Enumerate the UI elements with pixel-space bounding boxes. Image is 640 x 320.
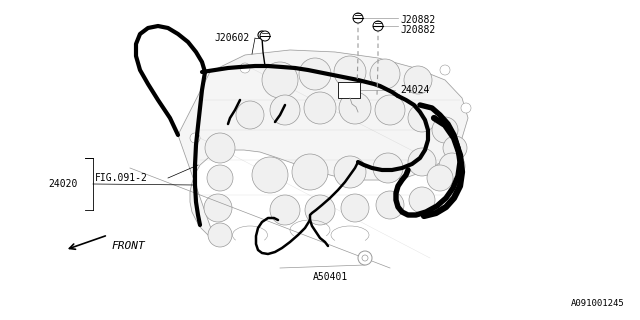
Circle shape: [240, 63, 250, 73]
Circle shape: [461, 103, 471, 113]
Circle shape: [270, 95, 300, 125]
Circle shape: [440, 65, 450, 75]
Circle shape: [353, 13, 363, 23]
Circle shape: [299, 58, 331, 90]
Circle shape: [252, 157, 288, 193]
Circle shape: [205, 133, 235, 163]
Circle shape: [304, 92, 336, 124]
Circle shape: [427, 165, 453, 191]
Circle shape: [207, 165, 233, 191]
Circle shape: [432, 117, 458, 143]
Circle shape: [443, 136, 467, 160]
Circle shape: [334, 156, 366, 188]
Circle shape: [262, 62, 298, 98]
Text: FRONT: FRONT: [112, 241, 146, 251]
Text: A50401: A50401: [312, 272, 348, 282]
Text: FIG.091-2: FIG.091-2: [95, 173, 148, 183]
Circle shape: [373, 153, 403, 183]
Circle shape: [258, 31, 266, 39]
Circle shape: [334, 56, 366, 88]
Polygon shape: [178, 50, 468, 240]
Circle shape: [305, 195, 335, 225]
Text: A091001245: A091001245: [572, 299, 625, 308]
Circle shape: [260, 31, 270, 41]
Circle shape: [292, 154, 328, 190]
Circle shape: [190, 133, 200, 143]
Circle shape: [208, 223, 232, 247]
Circle shape: [408, 148, 436, 176]
Circle shape: [408, 104, 436, 132]
Text: 24020: 24020: [49, 179, 78, 189]
Circle shape: [362, 255, 368, 261]
Text: J20882: J20882: [400, 25, 435, 35]
Circle shape: [404, 66, 432, 94]
Text: J20602: J20602: [215, 33, 250, 43]
Circle shape: [375, 95, 405, 125]
Circle shape: [204, 194, 232, 222]
Text: J20882: J20882: [400, 15, 435, 25]
Text: 24024: 24024: [400, 85, 429, 95]
Bar: [338, 82, 360, 98]
Circle shape: [409, 187, 435, 213]
Circle shape: [373, 21, 383, 31]
Circle shape: [270, 195, 300, 225]
Circle shape: [236, 101, 264, 129]
Circle shape: [339, 92, 371, 124]
Circle shape: [341, 194, 369, 222]
Circle shape: [358, 251, 372, 265]
Circle shape: [439, 153, 465, 179]
Circle shape: [376, 191, 404, 219]
Circle shape: [370, 59, 400, 89]
